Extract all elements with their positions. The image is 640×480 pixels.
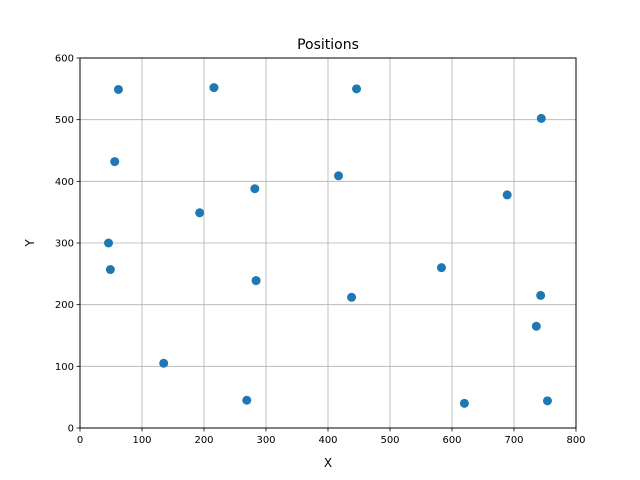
y-tick-label: 0 bbox=[68, 424, 74, 435]
x-tick-label: 600 bbox=[442, 435, 461, 446]
y-tick-label: 400 bbox=[55, 177, 74, 188]
scatter-point bbox=[459, 398, 469, 408]
y-axis-label: Y bbox=[23, 239, 37, 248]
y-axis-ticks: 0 100 200 300 400 500 600 bbox=[55, 54, 80, 435]
y-tick-label: 200 bbox=[55, 300, 74, 311]
scatter-point bbox=[250, 184, 260, 194]
x-tick-label: 300 bbox=[256, 435, 275, 446]
scatter-point bbox=[531, 321, 541, 331]
x-tick-label: 500 bbox=[380, 435, 399, 446]
data-points bbox=[104, 83, 552, 408]
scatter-point bbox=[436, 263, 446, 273]
y-tick-label: 600 bbox=[55, 54, 74, 65]
scatter-point bbox=[352, 84, 362, 94]
scatter-point bbox=[536, 113, 546, 123]
x-tick-label: 400 bbox=[318, 435, 337, 446]
scatter-point bbox=[536, 290, 546, 300]
chart-title: Positions bbox=[297, 37, 359, 53]
scatter-point bbox=[113, 84, 123, 94]
scatter-point bbox=[209, 83, 219, 93]
scatter-point bbox=[159, 358, 169, 368]
y-tick-label: 500 bbox=[55, 115, 74, 126]
scatter-point bbox=[110, 157, 120, 167]
scatter-point bbox=[502, 190, 512, 200]
scatter-point bbox=[347, 292, 357, 302]
x-tick-label: 100 bbox=[132, 435, 151, 446]
scatter-point bbox=[542, 396, 552, 406]
x-tick-label: 0 bbox=[77, 435, 83, 446]
x-tick-label: 200 bbox=[194, 435, 213, 446]
x-axis-label: X bbox=[324, 456, 332, 470]
scatter-point bbox=[104, 238, 114, 248]
y-tick-label: 100 bbox=[55, 362, 74, 373]
scatter-point bbox=[242, 395, 252, 405]
x-axis-ticks: 0 100 200 300 400 500 600 700 800 bbox=[77, 428, 586, 446]
scatter-point bbox=[334, 171, 344, 181]
y-tick-label: 300 bbox=[55, 239, 74, 250]
scatter-point bbox=[195, 208, 205, 218]
scatter-point bbox=[105, 265, 115, 275]
x-tick-label: 800 bbox=[566, 435, 585, 446]
x-tick-label: 700 bbox=[504, 435, 523, 446]
scatter-point bbox=[251, 276, 261, 286]
